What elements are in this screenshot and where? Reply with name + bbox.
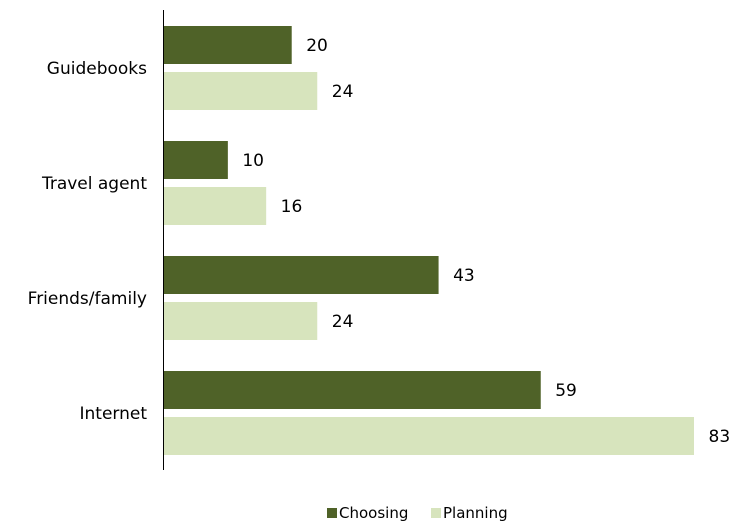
value-label-choosing-0: 20 [306, 36, 328, 56]
legend-swatch-choosing [327, 508, 337, 518]
value-label-choosing-2: 43 [453, 266, 475, 286]
category-label-0: Guidebooks [47, 59, 147, 79]
bar-planning-2 [164, 302, 318, 340]
category-label-2: Friends/family [28, 289, 147, 309]
bar-planning-3 [164, 417, 694, 455]
category-labels: Guidebooks Travel agent Friends/family Inte… [28, 59, 148, 424]
bar-planning-0 [164, 72, 318, 110]
legend-label-planning: Planning [443, 504, 508, 522]
legend-label-choosing: Choosing [339, 504, 408, 522]
bar-choosing-2 [164, 256, 439, 294]
bar-choosing-3 [164, 371, 541, 409]
category-label-1: Travel agent [41, 174, 147, 194]
bars-group [164, 26, 694, 455]
legend-swatch-planning [431, 508, 441, 518]
value-label-planning-1: 16 [281, 197, 303, 217]
value-labels: 20 24 10 16 43 24 59 83 [242, 36, 730, 447]
bar-planning-1 [164, 187, 267, 225]
value-label-planning-3: 83 [709, 427, 731, 447]
value-label-planning-2: 24 [332, 312, 354, 332]
value-label-choosing-3: 59 [555, 381, 577, 401]
bar-choosing-1 [164, 141, 228, 179]
value-label-choosing-1: 10 [242, 151, 264, 171]
category-label-3: Internet [79, 404, 147, 424]
legend: Choosing Planning [327, 504, 508, 522]
value-label-planning-0: 24 [332, 82, 354, 102]
bar-choosing-0 [164, 26, 292, 64]
